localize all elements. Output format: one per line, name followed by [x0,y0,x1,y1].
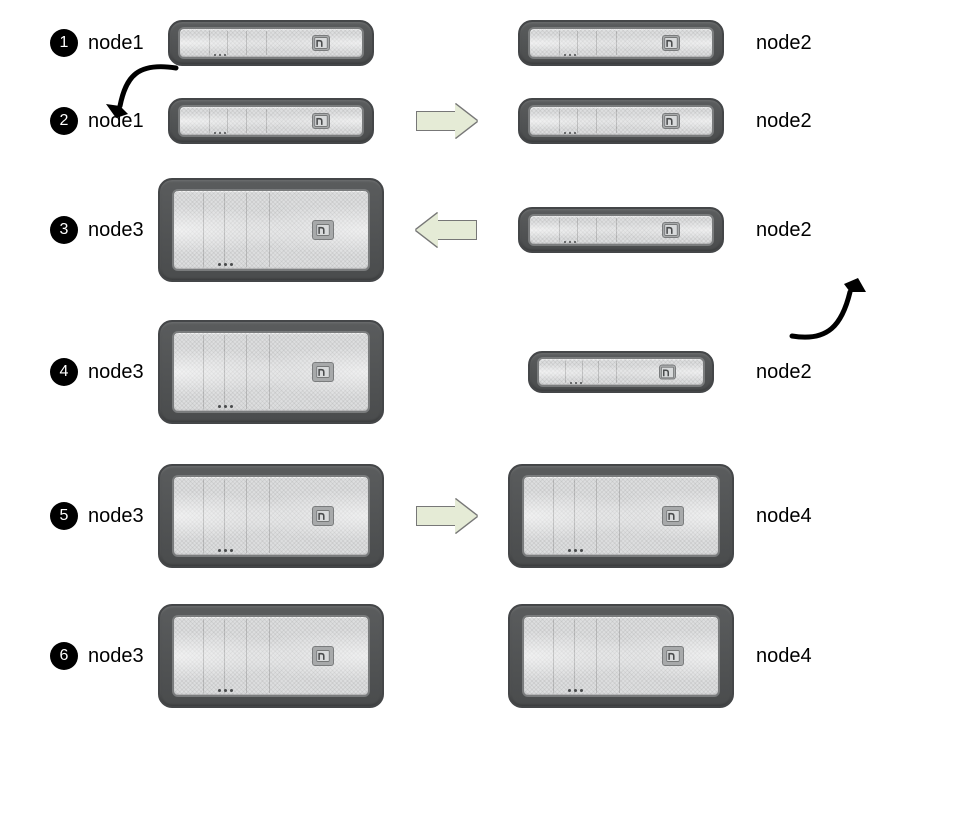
left-device-slot [156,178,386,282]
step-number: 6 [60,647,69,665]
indicator-dots [218,689,233,692]
arrow-slot [386,213,506,247]
step-row-6: 6 node3 node4 [50,604,930,708]
netapp-logo-icon [312,646,334,666]
netapp-logo-icon [312,506,334,526]
indicator-dots [218,263,233,266]
left-node-label: node1 [88,32,156,55]
indicator-dots [568,689,583,692]
right-device-slot [506,604,736,708]
device-panel [537,357,705,387]
device-left [168,20,374,66]
right-node-label: node2 [756,361,846,384]
device-panel [528,27,714,59]
netapp-logo-icon [312,113,330,129]
left-node-label: node3 [88,361,156,384]
device-right [508,464,734,568]
step-row-3: 3 node3 node2 [50,178,930,282]
device-panel [172,475,370,557]
step-number: 2 [60,112,69,130]
netapp-logo-icon [312,35,330,51]
indicator-dots [564,54,576,56]
indicator-dots [568,549,583,552]
left-device-slot [156,604,386,708]
left-node-label: node1 [88,110,156,133]
step-badge: 2 [50,107,78,135]
indicator-dots [570,382,582,384]
node-upgrade-diagram: 1 node1 node2 2 node1 [50,20,930,708]
left-device-slot [156,464,386,568]
device-panel [172,331,370,413]
arrow-slot [386,104,506,138]
right-device-slot [506,351,736,393]
right-node-label: node2 [756,32,846,55]
device-panel [172,189,370,271]
left-device-slot [156,20,386,66]
indicator-dots [214,132,226,134]
step-row-2: 2 node1 node2 [50,98,930,144]
left-device-slot [156,98,386,144]
netapp-logo-icon [662,506,684,526]
right-node-label: node4 [756,505,846,528]
transfer-arrow-left-icon [416,213,477,247]
netapp-logo-icon [659,365,676,380]
device-left [168,98,374,144]
indicator-dots [218,405,233,408]
netapp-logo-icon [312,220,334,240]
device-panel [178,105,364,137]
right-device-slot [506,207,736,253]
step-number: 1 [60,34,69,52]
step-row-4: 4 node3 node2 [50,320,930,424]
device-panel [522,475,720,557]
right-node-label: node2 [756,219,846,242]
netapp-logo-icon [662,222,680,238]
device-panel [522,615,720,697]
device-right [518,20,724,66]
step-row-1: 1 node1 node2 [50,20,930,66]
device-left [158,178,384,282]
device-left [158,464,384,568]
arrow-slot [386,499,506,533]
netapp-logo-icon [662,35,680,51]
transfer-arrow-right-icon [416,104,477,138]
step-badge: 5 [50,502,78,530]
indicator-dots [218,549,233,552]
device-right [518,207,724,253]
device-panel [528,105,714,137]
transfer-arrow-right-icon [416,499,477,533]
right-device-slot [506,464,736,568]
netapp-logo-icon [662,113,680,129]
right-node-label: node2 [756,110,846,133]
device-right [508,604,734,708]
netapp-logo-icon [312,362,334,382]
netapp-logo-icon [662,646,684,666]
step-number: 3 [60,221,69,239]
left-node-label: node3 [88,219,156,242]
indicator-dots [214,54,226,56]
right-device-slot [506,98,736,144]
step-number: 5 [60,507,69,525]
device-left [158,320,384,424]
step-number: 4 [60,363,69,381]
right-node-label: node4 [756,645,846,668]
step-badge: 4 [50,358,78,386]
device-panel [178,27,364,59]
step-badge: 6 [50,642,78,670]
step-row-5: 5 node3 node4 [50,464,930,568]
left-node-label: node3 [88,645,156,668]
step-badge: 3 [50,216,78,244]
device-left [158,604,384,708]
left-node-label: node3 [88,505,156,528]
step-badge: 1 [50,29,78,57]
device-panel [528,214,714,246]
left-device-slot [156,320,386,424]
device-panel [172,615,370,697]
device-right [518,98,724,144]
indicator-dots [564,132,576,134]
device-right [528,351,714,393]
indicator-dots [564,241,576,243]
right-device-slot [506,20,736,66]
